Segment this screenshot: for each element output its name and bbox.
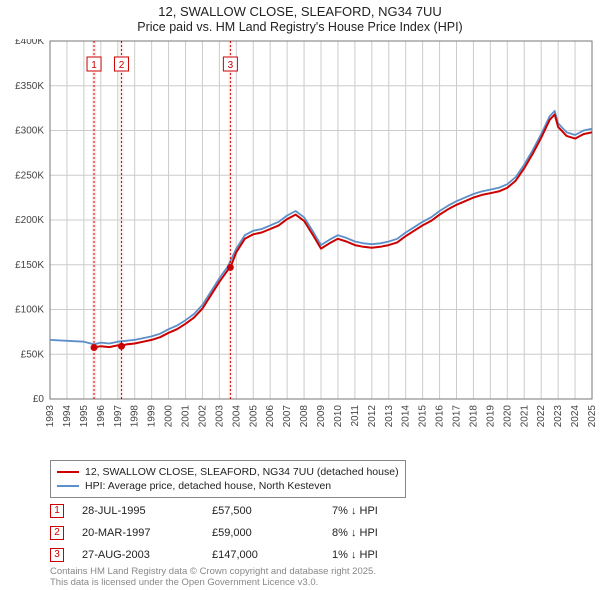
x-tick-label: 2004 <box>231 404 242 427</box>
transaction-price: £59,000 <box>212 527 332 539</box>
transaction-row: 3 27-AUG-2003£147,0001% ↓ HPI <box>50 544 432 566</box>
x-tick-label: 1993 <box>45 404 56 427</box>
y-tick-label: £50K <box>21 349 45 360</box>
x-tick-label: 2002 <box>197 404 208 427</box>
attribution-line2: This data is licensed under the Open Gov… <box>50 577 376 588</box>
x-tick-label: 2014 <box>401 404 412 427</box>
transaction-row: 1 28-JUL-1995£57,5007% ↓ HPI <box>50 500 432 522</box>
legend-label: HPI: Average price, detached house, Nort… <box>85 479 331 493</box>
x-tick-label: 1995 <box>79 404 90 427</box>
x-tick-label: 1998 <box>130 404 141 427</box>
x-tick-label: 2003 <box>214 404 225 427</box>
x-tick-label: 2025 <box>587 404 598 427</box>
x-tick-label: 2012 <box>367 404 378 427</box>
attribution-line1: Contains HM Land Registry data © Crown c… <box>50 566 376 577</box>
transaction-price: £57,500 <box>212 505 332 517</box>
attribution-text: Contains HM Land Registry data © Crown c… <box>50 566 376 589</box>
transaction-marker-box: 3 <box>50 548 64 562</box>
marker-number-label: 1 <box>91 60 97 71</box>
x-tick-label: 2013 <box>384 404 395 427</box>
marker-dot <box>91 344 98 351</box>
y-tick-label: £300K <box>15 125 44 136</box>
transaction-date: 28-JUL-1995 <box>82 505 212 517</box>
legend-item: HPI: Average price, detached house, Nort… <box>57 479 399 493</box>
transaction-date: 20-MAR-1997 <box>82 527 212 539</box>
x-tick-label: 2006 <box>265 404 276 427</box>
transaction-row: 2 20-MAR-1997£59,0008% ↓ HPI <box>50 522 432 544</box>
marker-dot <box>118 342 125 349</box>
x-tick-label: 2008 <box>299 404 310 427</box>
page: 12, SWALLOW CLOSE, SLEAFORD, NG34 7UU Pr… <box>0 0 600 590</box>
transaction-marker-box: 2 <box>50 526 64 540</box>
x-tick-label: 2020 <box>502 404 513 427</box>
line-chart: £0 £50K £100K £150K £200K £250K £300K £350K £400… <box>0 39 600 459</box>
x-tick-label: 2001 <box>181 404 192 427</box>
chart-title-line1: 12, SWALLOW CLOSE, SLEAFORD, NG34 7UU <box>0 0 600 20</box>
x-tick-label: 1997 <box>113 404 124 427</box>
marker-dot <box>227 264 234 271</box>
legend-swatch <box>57 471 79 473</box>
y-tick-label: £350K <box>15 80 44 91</box>
marker-number-label: 3 <box>228 60 234 71</box>
y-tick-label: £150K <box>15 259 44 270</box>
x-tick-label: 2022 <box>536 404 547 427</box>
x-tick-label: 2015 <box>418 404 429 427</box>
chart-title-line2: Price paid vs. HM Land Registry's House … <box>0 20 600 39</box>
x-tick-label: 2024 <box>570 404 581 427</box>
x-tick-label: 2000 <box>164 404 175 427</box>
transactions-table: 1 28-JUL-1995£57,5007% ↓ HPI 2 20-MAR-1997£… <box>50 500 432 566</box>
x-tick-label: 2007 <box>282 404 293 427</box>
x-tick-label: 1994 <box>62 404 73 427</box>
x-tick-label: 1996 <box>96 404 107 427</box>
y-tick-label: £250K <box>15 170 44 181</box>
marker-number-label: 2 <box>119 60 125 71</box>
chart-area: £0 £50K £100K £150K £200K £250K £300K £350K £400… <box>0 39 600 459</box>
transaction-date: 27-AUG-2003 <box>82 549 212 561</box>
legend-swatch <box>57 485 79 487</box>
transaction-delta: 1% ↓ HPI <box>332 549 432 561</box>
legend-item: 12, SWALLOW CLOSE, SLEAFORD, NG34 7UU (d… <box>57 465 399 479</box>
transaction-price: £147,000 <box>212 549 332 561</box>
y-tick-label: £0 <box>33 394 45 405</box>
transaction-delta: 7% ↓ HPI <box>332 505 432 517</box>
legend-label: 12, SWALLOW CLOSE, SLEAFORD, NG34 7UU (d… <box>85 465 399 479</box>
x-tick-label: 2010 <box>333 404 344 427</box>
x-tick-label: 2019 <box>485 404 496 427</box>
y-tick-label: £100K <box>15 304 44 315</box>
x-tick-label: 1999 <box>147 404 158 427</box>
y-tick-label: £400K <box>15 39 44 47</box>
x-tick-label: 2009 <box>316 404 327 427</box>
x-tick-label: 2018 <box>468 404 479 427</box>
x-tick-label: 2011 <box>350 404 361 426</box>
transaction-delta: 8% ↓ HPI <box>332 527 432 539</box>
legend-box: 12, SWALLOW CLOSE, SLEAFORD, NG34 7UU (d… <box>50 460 406 498</box>
transaction-marker-box: 1 <box>50 504 64 518</box>
x-tick-label: 2016 <box>435 404 446 427</box>
x-tick-label: 2005 <box>248 404 259 427</box>
x-tick-label: 2023 <box>553 404 564 427</box>
x-tick-label: 2017 <box>452 404 463 427</box>
y-tick-label: £200K <box>15 215 44 226</box>
x-tick-label: 2021 <box>519 404 530 427</box>
